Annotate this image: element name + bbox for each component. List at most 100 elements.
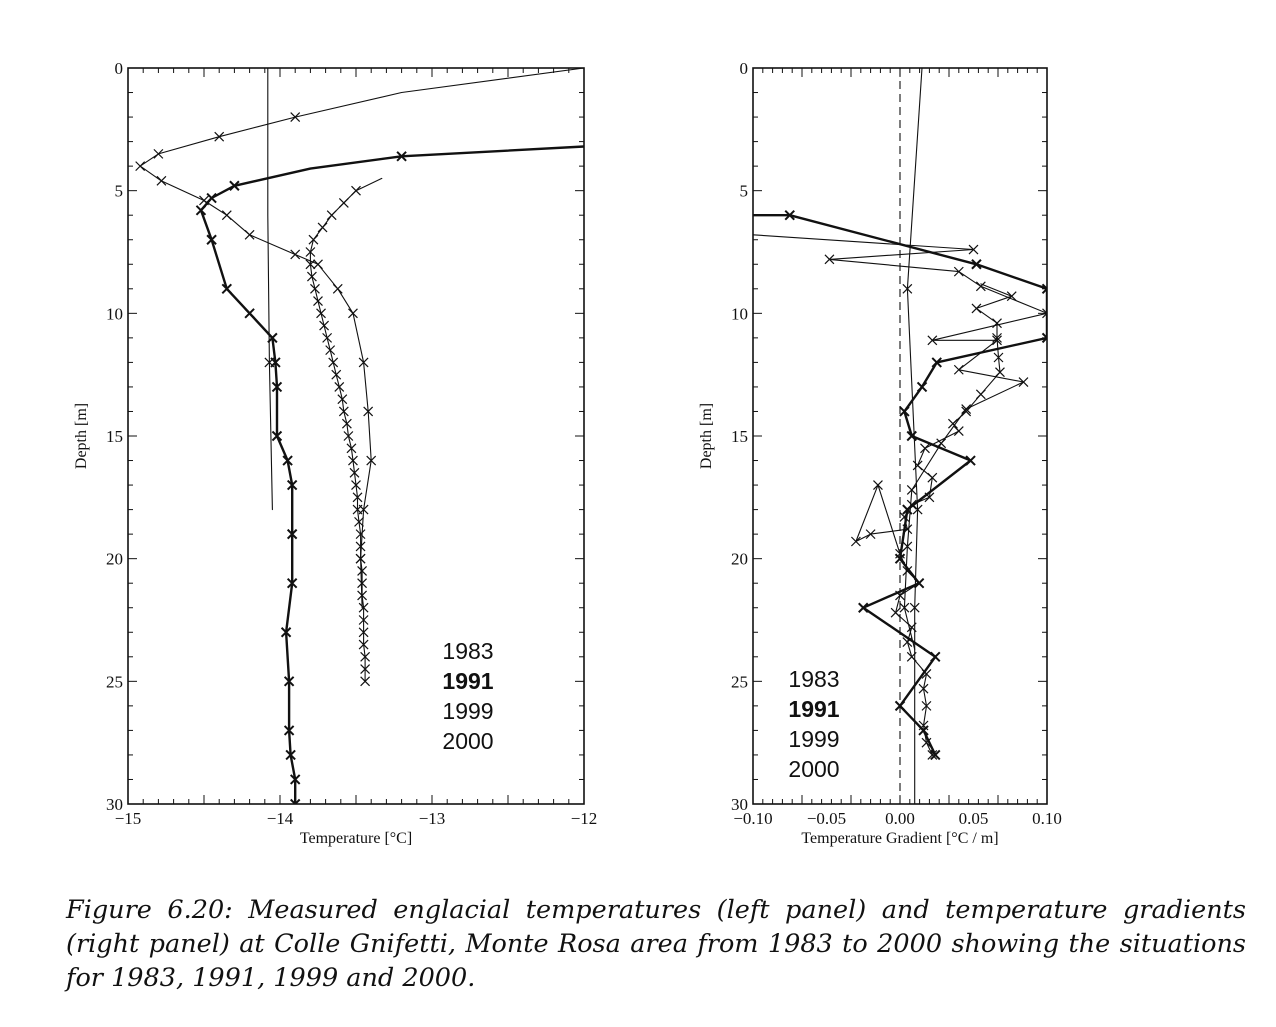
data-point-1991 xyxy=(289,798,301,804)
data-point-1999 xyxy=(824,254,835,265)
series-line-1983 xyxy=(267,68,273,511)
data-point-2000 xyxy=(305,259,316,270)
data-point-2000 xyxy=(308,234,319,245)
data-point-2000 xyxy=(334,382,345,392)
y-tick-label: 0 xyxy=(115,59,124,78)
x-tick-label: −15 xyxy=(115,809,142,828)
y-tick-label: 15 xyxy=(731,427,748,446)
data-point-1991 xyxy=(1041,332,1047,344)
data-point-1991 xyxy=(918,725,929,736)
data-point-2000 xyxy=(355,553,366,564)
data-point-2000 xyxy=(358,627,369,638)
data-point-2000 xyxy=(895,590,905,601)
data-point-1991 xyxy=(195,205,207,216)
y-tick-label: 10 xyxy=(106,304,123,323)
data-point-1999 xyxy=(975,281,986,292)
data-point-2000 xyxy=(1006,291,1017,302)
data-point-1991 xyxy=(286,577,298,589)
data-point-1999 xyxy=(1042,308,1047,319)
data-point-1991 xyxy=(221,283,233,295)
data-point-2000 xyxy=(319,320,330,331)
data-point-1999 xyxy=(953,266,964,277)
data-point-1991 xyxy=(899,406,910,417)
data-point-1999 xyxy=(906,485,917,495)
data-point-2000 xyxy=(993,352,1004,363)
data-point-1991 xyxy=(930,651,941,663)
temperature-gradient-panel: −0.10 −0.05 0.00 0.05 0.10 0 5 10 15 20 25 30 Temper… xyxy=(698,59,1062,847)
plot-frame xyxy=(127,67,585,805)
data-point-1999 xyxy=(214,131,225,142)
data-point-1999 xyxy=(1018,377,1029,387)
data-point-2000 xyxy=(313,296,323,306)
data-point-1991 xyxy=(267,332,278,344)
data-point-2000 xyxy=(921,669,932,679)
data-point-1991 xyxy=(930,749,941,761)
temperature-panel: −15 −14 −13 −12 0 5 10 15 20 25 30 Temperature [°C]… xyxy=(73,59,597,847)
data-point-2000 xyxy=(351,480,361,490)
data-point-2000 xyxy=(971,303,982,314)
data-point-2000 xyxy=(360,651,371,662)
series-line-2000 xyxy=(855,283,1013,756)
data-point-2000 xyxy=(352,492,363,503)
data-point-2000 xyxy=(341,418,352,429)
data-point-2000 xyxy=(927,750,938,760)
data-point-2000 xyxy=(902,566,913,576)
data-point-2000 xyxy=(357,590,368,601)
data-point-1999 xyxy=(156,175,167,186)
data-point-2000 xyxy=(906,622,917,633)
data-point-2000 xyxy=(326,210,337,221)
y-tick-label: 5 xyxy=(740,182,749,201)
data-point-1999 xyxy=(927,335,938,346)
data-point-1991 xyxy=(229,180,240,191)
x-tick-label: −0.10 xyxy=(733,809,772,828)
data-point-1991 xyxy=(1041,283,1047,295)
y-tick-label: 20 xyxy=(731,550,748,569)
series-line-1999 xyxy=(753,234,1047,650)
y-tick-label: 25 xyxy=(106,672,123,691)
data-point-2000 xyxy=(348,455,358,466)
data-point-1991 xyxy=(971,259,982,270)
data-point-1999 xyxy=(953,364,964,375)
data-point-2000 xyxy=(850,536,861,547)
data-point-1999 xyxy=(290,249,301,260)
data-point-1991 xyxy=(270,357,281,368)
legend-entry-1991: 1991 xyxy=(788,696,839,722)
data-point-1991 xyxy=(286,528,298,540)
x-tick-label: −13 xyxy=(419,809,446,828)
data-point-2000 xyxy=(352,504,363,515)
data-point-1999 xyxy=(244,229,255,240)
data-point-2000 xyxy=(918,720,929,731)
data-point-2000 xyxy=(346,443,357,454)
data-point-2000 xyxy=(306,271,317,282)
data-point-2000 xyxy=(338,198,349,208)
data-point-2000 xyxy=(310,283,320,294)
legend-entry-2000: 2000 xyxy=(442,728,493,754)
data-point-1999 xyxy=(363,406,374,417)
x-tick-label: −14 xyxy=(267,809,294,828)
data-point-2000 xyxy=(316,308,326,319)
y-axis-title: Depth [m] xyxy=(698,403,715,469)
data-point-2000 xyxy=(338,406,349,417)
data-point-2000 xyxy=(328,357,339,368)
data-point-1991 xyxy=(283,725,295,736)
data-point-1999 xyxy=(348,308,358,319)
data-point-2000 xyxy=(305,247,316,257)
data-point-2000 xyxy=(358,615,369,625)
data-point-2000 xyxy=(358,602,369,613)
series-line-1991 xyxy=(753,213,1047,757)
x-axis-title: Temperature [°C] xyxy=(300,830,412,847)
data-point-1991 xyxy=(784,209,795,221)
y-tick-label: 25 xyxy=(731,672,748,691)
data-point-2000 xyxy=(322,332,333,343)
data-point-2000 xyxy=(920,443,930,454)
y-tick-label: 0 xyxy=(740,59,749,78)
data-point-1999 xyxy=(199,195,209,206)
legend-entry-1999: 1999 xyxy=(442,698,493,724)
data-point-1999 xyxy=(290,112,301,122)
data-point-1999 xyxy=(221,210,232,221)
data-point-1999 xyxy=(968,244,979,255)
data-point-2000 xyxy=(992,318,1002,329)
data-point-2000 xyxy=(331,369,342,380)
y-tick-label: 30 xyxy=(731,795,748,814)
data-point-2000 xyxy=(895,548,905,559)
